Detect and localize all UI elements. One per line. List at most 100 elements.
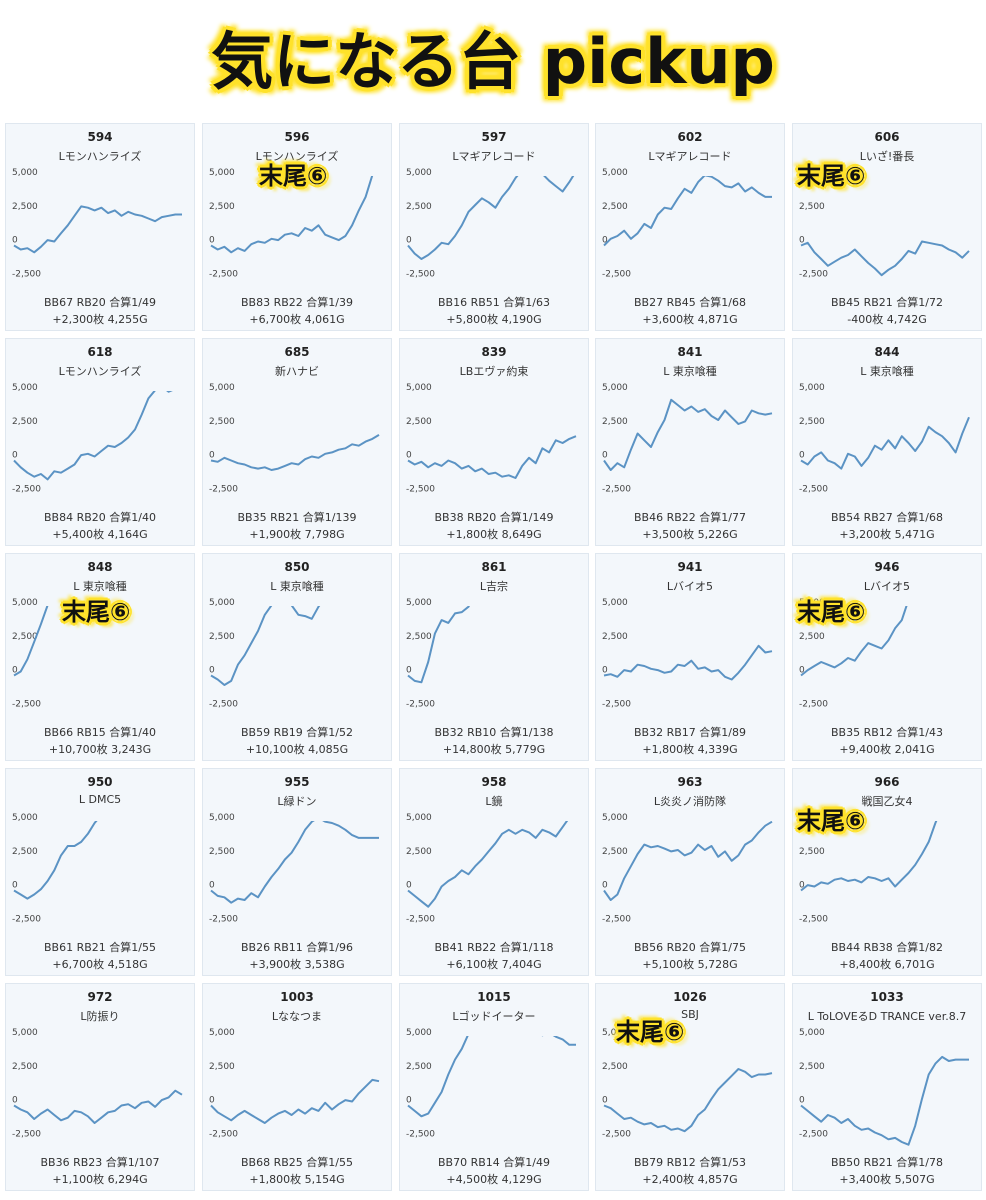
machine-number: 618 xyxy=(87,345,113,359)
y-tick-label: 2,500 xyxy=(406,1062,432,1072)
y-tick-label: 5,000 xyxy=(406,1028,432,1038)
bonus-stats: BB44 RB38 合算1/82 xyxy=(831,941,943,954)
y-tick-label: -2,500 xyxy=(406,914,435,924)
result-summary: +5,100枚 5,728G xyxy=(642,958,738,971)
y-tick-label: 5,000 xyxy=(406,168,432,178)
y-tick-label: 2,500 xyxy=(209,202,235,212)
result-summary: +10,100枚 4,085G xyxy=(245,743,349,756)
machine-card: 946 Lバイオ5 5,000 2,500 0 -2,500 BB35 RB12 合算1/4… xyxy=(792,553,982,761)
machine-name: L ToLOVEるD TRANCE ver.8.7 xyxy=(807,1010,967,1023)
machine-card: 596 Lモンハンライズ 5,000 2,500 0 -2,500 BB83 RB22 合算… xyxy=(202,123,392,331)
machine-number: 844 xyxy=(874,345,900,359)
machine-number: 1033 xyxy=(870,990,904,1004)
machine-card: 963 L炎炎ノ消防隊 5,000 2,500 0 -2,500 BB56 RB20 合算1… xyxy=(595,768,785,976)
y-tick-label: 0 xyxy=(602,881,608,891)
result-summary: +14,800枚 5,779G xyxy=(442,743,546,756)
y-tick-label: -2,500 xyxy=(799,269,828,279)
machine-number: 941 xyxy=(677,560,703,574)
slump-chart: 5,000 2,500 0 -2,500 xyxy=(406,1028,576,1139)
y-tick-label: 5,000 xyxy=(209,168,235,178)
y-tick-label: 0 xyxy=(209,666,215,676)
machine-card: 958 L鏡 5,000 2,500 0 -2,500 BB41 RB22 合算1/118 +… xyxy=(399,768,589,976)
machine-name: L吉宗 xyxy=(479,580,509,593)
slump-line xyxy=(603,176,772,247)
machine-name: Lモンハンライズ xyxy=(58,365,142,378)
y-tick-label: 5,000 xyxy=(12,813,38,823)
y-tick-label: 0 xyxy=(209,881,215,891)
machine-name: SBJ xyxy=(681,1008,699,1021)
y-tick-label: 2,500 xyxy=(12,417,38,427)
slump-chart: 5,000 2,500 0 -2,500 xyxy=(209,168,374,279)
slump-chart: 5,000 2,500 0 -2,500 xyxy=(12,383,173,494)
slump-line xyxy=(210,434,380,471)
ending-six-marker: 末尾⑥ xyxy=(797,162,866,190)
machine-card: 1033 L ToLOVEるD TRANCE ver.8.7 5,000 2,500 0… xyxy=(792,983,982,1191)
y-tick-label: 5,000 xyxy=(602,168,628,178)
y-tick-label: 0 xyxy=(406,236,412,246)
machine-name: 戦国乙女4 xyxy=(861,795,913,808)
slump-chart: 5,000 2,500 0 -2,500 xyxy=(209,813,379,924)
slump-chart: 5,000 2,500 0 -2,500 xyxy=(406,813,569,924)
y-tick-label: -2,500 xyxy=(209,269,238,279)
y-tick-label: 2,500 xyxy=(799,417,825,427)
y-tick-label: 2,500 xyxy=(602,417,628,427)
result-summary: +8,400枚 6,701G xyxy=(839,958,935,971)
y-tick-label: 2,500 xyxy=(602,632,628,642)
y-tick-label: 0 xyxy=(799,451,805,461)
machine-card: 950 L DMC5 5,000 2,500 0 -2,500 BB61 RB21 合算1/… xyxy=(5,768,195,976)
machine-number: 955 xyxy=(284,775,310,789)
y-tick-label: -2,500 xyxy=(799,484,828,494)
slump-chart: 5,000 2,500 0 -2,500 xyxy=(209,383,380,494)
machine-number: 946 xyxy=(874,560,900,574)
slump-line xyxy=(407,176,575,260)
y-tick-label: -2,500 xyxy=(602,914,631,924)
machine-card: 841 L 東京喰種 5,000 2,500 0 -2,500 BB46 RB22 合算1/… xyxy=(595,338,785,546)
machine-card: 850 L 東京喰種 5,000 2,500 0 -2,500 BB59 RB19 合算1/… xyxy=(202,553,392,761)
machine-name: Lマギアレコード xyxy=(452,150,536,163)
slump-line xyxy=(603,644,773,681)
machine-name: L 東京喰種 xyxy=(270,580,324,593)
y-tick-label: 0 xyxy=(12,881,18,891)
machine-card: 839 LBエヴァ約束 5,000 2,500 0 -2,500 BB38 RB20 合算1… xyxy=(399,338,589,546)
page-title-wrap: 気になる台 pickup xyxy=(0,22,986,102)
machine-number: 850 xyxy=(284,560,310,574)
machine-card: 597 Lマギアレコード 5,000 2,500 0 -2,500 BB16 RB51 合算… xyxy=(399,123,589,331)
y-tick-label: 2,500 xyxy=(602,1062,628,1072)
y-tick-label: -2,500 xyxy=(602,699,631,709)
machine-number: 963 xyxy=(677,775,703,789)
y-tick-label: 2,500 xyxy=(12,632,38,642)
y-tick-label: -2,500 xyxy=(799,1129,828,1139)
result-summary: +2,300枚 4,255G xyxy=(52,313,148,326)
bonus-stats: BB32 RB17 合算1/89 xyxy=(634,726,746,739)
slump-line xyxy=(407,1036,576,1118)
y-tick-label: -2,500 xyxy=(209,484,238,494)
machine-number: 958 xyxy=(481,775,507,789)
y-tick-label: -2,500 xyxy=(799,914,828,924)
bonus-stats: BB68 RB25 合算1/55 xyxy=(241,1156,353,1169)
ending-six-marker: 末尾⑥ xyxy=(797,807,866,835)
y-tick-label: 5,000 xyxy=(799,1028,825,1038)
y-tick-label: 5,000 xyxy=(406,383,432,393)
y-tick-label: 0 xyxy=(406,1096,412,1106)
machine-name: Lマギアレコード xyxy=(648,150,732,163)
machine-number: 594 xyxy=(87,130,113,144)
y-tick-label: 2,500 xyxy=(799,202,825,212)
machine-name: Lバイオ5 xyxy=(666,580,714,593)
bonus-stats: BB54 RB27 合算1/68 xyxy=(831,511,943,524)
result-summary: +3,500枚 5,226G xyxy=(642,528,738,541)
bonus-stats: BB50 RB21 合算1/78 xyxy=(831,1156,943,1169)
bonus-stats: BB32 RB10 合算1/138 xyxy=(434,726,554,739)
result-summary: +1,800枚 8,649G xyxy=(446,528,542,541)
result-summary: +6,100枚 7,404G xyxy=(446,958,542,971)
y-tick-label: -2,500 xyxy=(406,484,435,494)
machine-number: 1003 xyxy=(280,990,314,1004)
machine-card: 594 Lモンハンライズ 5,000 2,500 0 -2,500 BB67 RB20 合算… xyxy=(5,123,195,331)
bonus-stats: BB83 RB22 合算1/39 xyxy=(241,296,353,309)
y-tick-label: 2,500 xyxy=(209,417,235,427)
slump-chart: 5,000 2,500 0 -2,500 xyxy=(209,1028,380,1139)
slump-chart: 5,000 2,500 0 -2,500 xyxy=(602,813,773,924)
y-tick-label: 2,500 xyxy=(12,1062,38,1072)
machine-name: L 東京喰種 xyxy=(663,365,717,378)
slump-chart: 5,000 2,500 0 -2,500 xyxy=(12,813,98,924)
